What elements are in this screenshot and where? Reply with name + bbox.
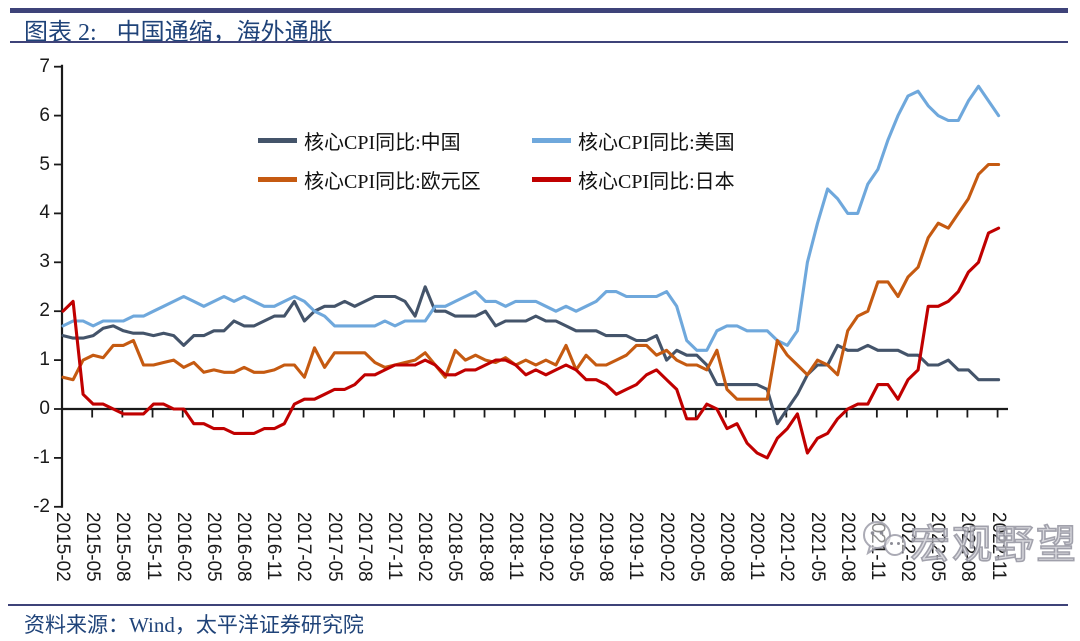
y-axis-label: 3 (39, 251, 50, 273)
y-axis-label: 4 (39, 202, 50, 224)
x-axis-label: 2018-08 (474, 512, 496, 582)
x-axis-label: 2021-02 (776, 512, 798, 582)
y-axis-label: 7 (39, 55, 50, 77)
x-axis-label: 2017-08 (353, 512, 375, 582)
x-axis-label: 2015-11 (142, 512, 164, 581)
x-axis-label: 2016-02 (172, 512, 194, 582)
x-axis-label: 2019-11 (625, 512, 647, 581)
x-axis-label: 2016-08 (233, 512, 255, 582)
legend-swatch-eurozone (258, 176, 297, 182)
x-axis-label: 2021-05 (806, 512, 828, 582)
legend-label-eurozone: 核心CPI同比:欧元区 (304, 170, 481, 193)
x-axis-label: 2015-02 (52, 512, 73, 582)
title-underline (10, 41, 1068, 43)
x-axis-label: 2018-02 (414, 512, 436, 582)
x-axis-label: 2021-08 (836, 512, 858, 582)
watermark: 宏观野望 (858, 512, 1078, 570)
header: 图表 2: 中国通缩，海外通胀 (24, 12, 333, 46)
legend-item-japan: 核心CPI同比:日本 (532, 167, 735, 193)
legend-item-china: 核心CPI同比:中国 (258, 128, 461, 154)
y-axis-label: -2 (33, 495, 50, 517)
chart-svg (54, 64, 1008, 508)
y-axis-label: 6 (39, 104, 50, 126)
x-axis-label: 2017-02 (293, 512, 315, 582)
y-axis-label: 1 (39, 349, 50, 371)
x-axis-label: 2019-05 (565, 512, 587, 582)
series-line-japan (61, 226, 1001, 460)
legend-label-us: 核心CPI同比:美国 (578, 131, 735, 154)
x-axis-label: 2018-05 (444, 512, 466, 582)
x-axis-label: 2017-11 (383, 512, 405, 581)
x-axis-label: 2019-02 (534, 512, 556, 582)
x-axis-label: 2015-08 (112, 512, 134, 582)
top-rule (10, 8, 1068, 13)
bottom-rule (8, 604, 1068, 606)
watermark-text: 宏观野望 (909, 522, 1078, 568)
series-line-us (61, 84, 1001, 352)
series-line-eurozone (61, 162, 1001, 401)
x-axis-label: 2018-11 (504, 512, 526, 581)
legend-swatch-us (532, 137, 571, 143)
y-axis-label: 5 (39, 153, 50, 175)
wechat-icon (863, 521, 906, 556)
chart: 7 6 5 4 3 2 1 0 -1 -2 2015-02 2015-05 2015-08 2015-1… (0, 44, 1080, 604)
source-text: 资料来源：Wind，太平洋证券研究院 (24, 613, 364, 637)
x-axis-label: 2020-05 (685, 512, 707, 582)
legend-label-china: 核心CPI同比:中国 (304, 131, 461, 154)
legend-label-japan: 核心CPI同比:日本 (578, 170, 735, 193)
x-axis-label: 2016-05 (202, 512, 224, 582)
x-axis-label: 2015-05 (82, 512, 104, 582)
y-axis-label: 0 (39, 398, 50, 419)
y-axis-label: -1 (33, 446, 50, 468)
legend-swatch-japan (532, 176, 571, 182)
x-axis-label: 2017-05 (323, 512, 345, 582)
x-axis-label: 2019-08 (595, 512, 617, 582)
y-axis-label: 2 (39, 300, 50, 322)
legend-item-eurozone: 核心CPI同比:欧元区 (258, 167, 481, 193)
x-axis-label: 2020-11 (746, 512, 768, 581)
legend-item-us: 核心CPI同比:美国 (532, 128, 735, 154)
x-axis-label: 2020-08 (715, 512, 737, 582)
legend-swatch-china (258, 137, 297, 143)
x-axis-label: 2020-02 (655, 512, 677, 582)
x-axis-label: 2016-11 (263, 512, 285, 581)
